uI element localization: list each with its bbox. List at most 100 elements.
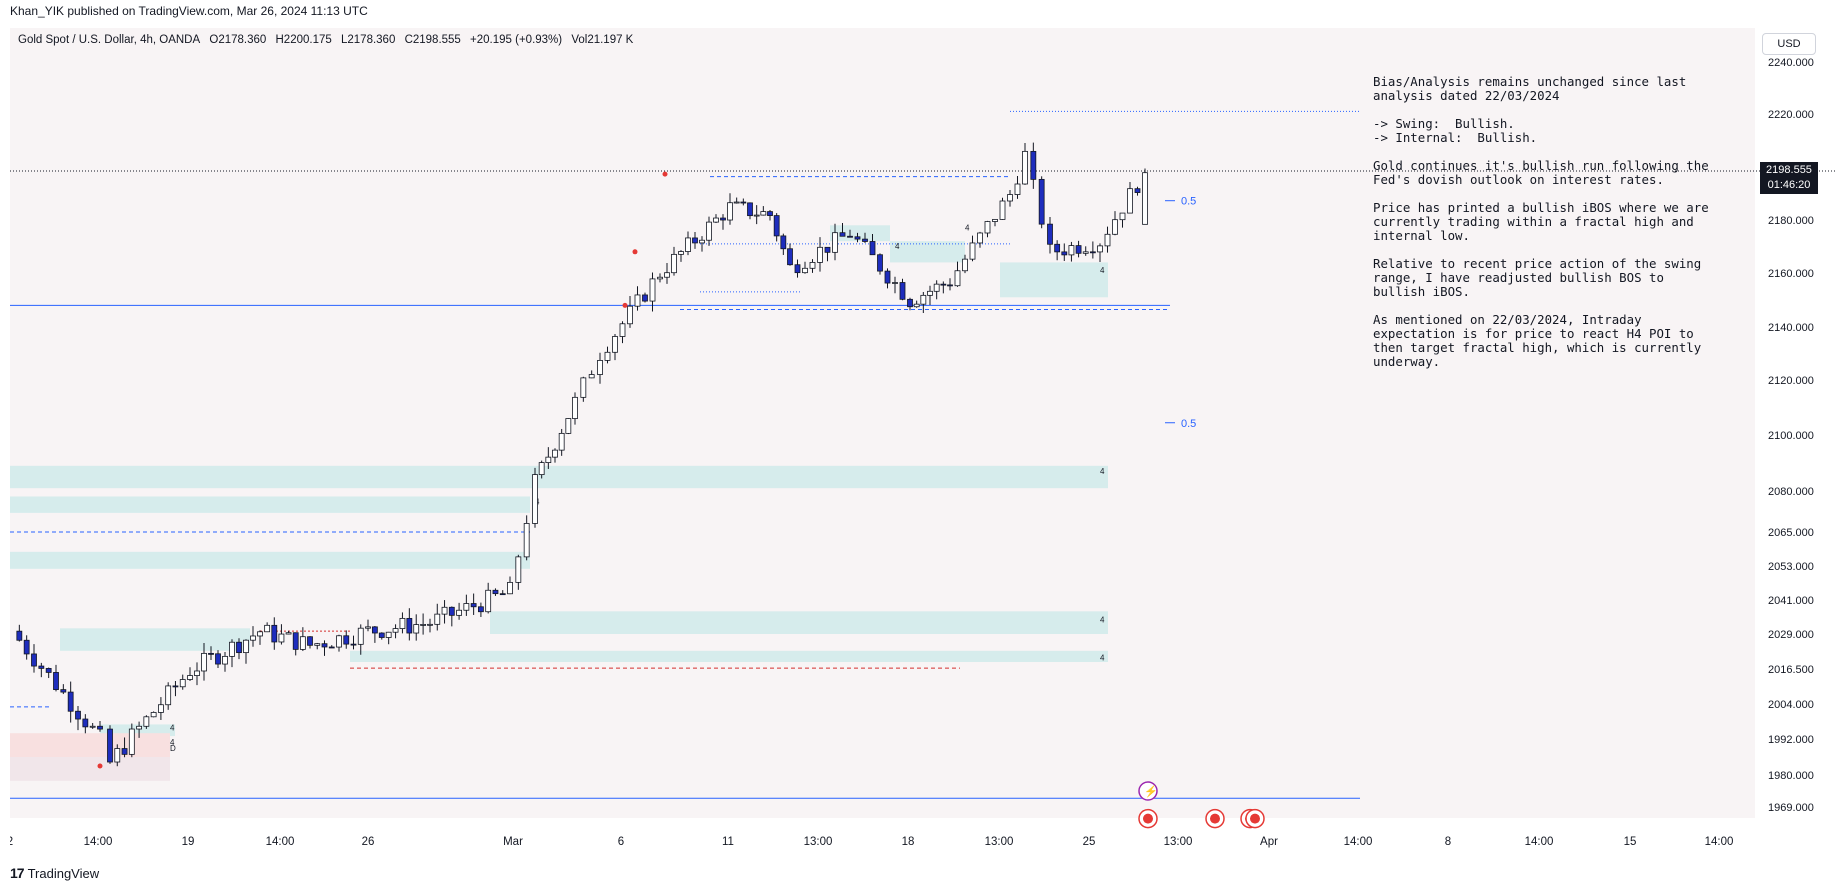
x-tick-label: 19 [182, 836, 195, 848]
bullish-candle [538, 462, 545, 476]
y-tick-label: 1980.000 [1768, 770, 1814, 782]
economic-event-icon [1138, 781, 1158, 801]
x-tick-label: 2 [10, 836, 13, 848]
zone-timeframe-label: 4 [965, 224, 970, 233]
bearish-candle [947, 284, 953, 287]
y-tick-label: 2004.000 [1768, 699, 1814, 711]
poi-zone [350, 650, 1108, 662]
close-value: C2198.555 [404, 34, 461, 46]
bearish-candle [787, 248, 793, 266]
bearish-candle [82, 718, 89, 728]
bearish-candle [38, 665, 45, 669]
x-tick-label: 13:00 [804, 836, 833, 848]
zone-timeframe-label: 4 [170, 738, 175, 747]
poi-zone [890, 241, 965, 263]
bullish-candle [558, 432, 565, 451]
bearish-candle [371, 626, 378, 634]
poi-zone [60, 628, 250, 651]
price-chart[interactable]: 2 14:00 19 14:00 26 Mar 6 11 13:00 18 13:00 25 13:00… [10, 28, 1835, 860]
bearish-candle [53, 672, 59, 690]
y-tick-label: 2080.000 [1768, 486, 1814, 498]
bearish-candle [1030, 150, 1037, 180]
bearish-candle [773, 215, 780, 237]
plot-background [10, 28, 1755, 818]
bearish-candle [492, 589, 499, 595]
x-tick-label: 6 [618, 836, 624, 848]
bullish-candle [760, 211, 767, 216]
bullish-candle [713, 217, 719, 223]
bullish-candle [1142, 172, 1148, 225]
bullish-candle [158, 704, 164, 713]
bearish-candle [271, 624, 278, 643]
bearish-candle [16, 630, 23, 641]
poi-zone [10, 551, 530, 569]
y-tick-label: 2029.000 [1768, 629, 1814, 641]
bullish-candle [552, 449, 558, 458]
bullish-candle [969, 242, 976, 260]
bearish-candle [321, 643, 328, 648]
bullish-candle [150, 712, 157, 718]
currency-button[interactable]: USD [1762, 33, 1816, 55]
bearish-candle [1038, 178, 1045, 225]
fib-level-label: 0.5 [1181, 418, 1196, 430]
bullish-candle [565, 418, 572, 434]
bearish-candle [1047, 223, 1053, 245]
y-tick-label: 1969.000 [1768, 802, 1814, 814]
x-tick-label: 25 [1083, 836, 1096, 848]
bullish-candle [727, 202, 733, 221]
bullish-candle [920, 294, 927, 305]
bullish-candle [434, 613, 441, 625]
bearish-candle [328, 646, 335, 649]
y-tick-label: 2180.000 [1768, 215, 1814, 227]
bullish-candle [165, 685, 172, 706]
bearish-candle [940, 283, 947, 286]
poi-zone-bearish [10, 733, 170, 757]
chart-area[interactable]: 2 14:00 19 14:00 26 Mar 6 11 13:00 18 13:00 25 13:00… [10, 28, 1835, 860]
bullish-candle [817, 246, 823, 263]
y-tick-label: 2240.000 [1768, 57, 1814, 69]
bullish-candle [753, 214, 760, 217]
bearish-candle [1061, 251, 1068, 256]
x-tick-label: 14:00 [84, 836, 113, 848]
ohlc-legend: Gold Spot / U.S. Dollar, 4h, OANDA O2178… [18, 34, 639, 46]
bearish-candle [292, 632, 299, 650]
y-tick-label: 2120.000 [1768, 375, 1814, 387]
bullish-candle [523, 523, 530, 558]
bearish-candle [839, 232, 846, 237]
bullish-candle [977, 232, 983, 244]
high-value: H2200.175 [275, 34, 332, 46]
x-tick-label: 14:00 [1344, 836, 1373, 848]
bullish-candle [413, 624, 420, 634]
bullish-candle [664, 272, 670, 278]
bullish-candle [657, 276, 663, 280]
analysis-note[interactable]: Bias/Analysis remains unchanged since la… [1373, 75, 1723, 383]
tradingview-logo[interactable]: 17 TradingView [10, 865, 99, 881]
y-tick-label: 2140.000 [1768, 322, 1814, 334]
y-tick-label: 2220.000 [1768, 109, 1814, 121]
x-tick-label: 14:00 [1525, 836, 1554, 848]
bullish-candle [992, 218, 998, 222]
bearish-candle [1054, 243, 1061, 253]
tradingview-logo-icon: 17 [10, 865, 25, 881]
bearish-candle [767, 211, 773, 216]
bullish-candle [962, 258, 968, 272]
poi-zone-bearish [10, 757, 170, 781]
bullish-candle [420, 624, 427, 626]
bearish-candle [343, 635, 350, 645]
y-tick-label: 2016.500 [1768, 664, 1814, 676]
bearish-candle [642, 294, 648, 302]
bullish-candle [143, 716, 150, 727]
bullish-candle [597, 360, 603, 375]
bullish-candle [809, 262, 816, 269]
x-tick-label: 14:00 [1705, 836, 1734, 848]
bullish-candle [201, 652, 207, 672]
bullish-candle [1104, 233, 1111, 247]
bullish-candle [385, 631, 392, 638]
bearish-candle [869, 241, 876, 256]
volume-value: Vol21.197 K [571, 34, 634, 46]
bearish-candle [1075, 245, 1082, 254]
bullish-candle [441, 606, 448, 615]
x-tick-label: 13:00 [1164, 836, 1193, 848]
symbol-label[interactable]: Gold Spot / U.S. Dollar, 4h, OANDA [18, 34, 201, 46]
bearish-candle [350, 643, 357, 646]
